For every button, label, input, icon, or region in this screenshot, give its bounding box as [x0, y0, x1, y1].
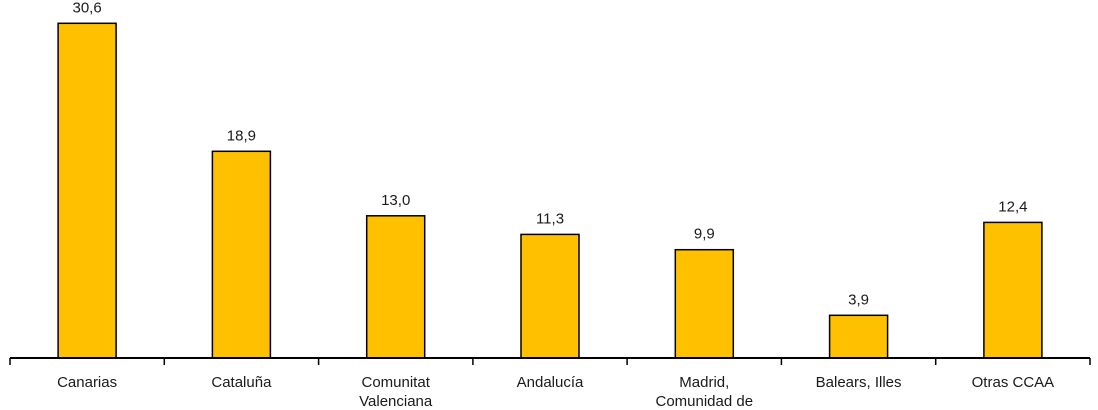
bar-4	[674, 248, 735, 359]
bars-group	[57, 22, 1043, 359]
bar-6	[983, 221, 1043, 359]
bar-0	[57, 22, 117, 359]
category-label-1: Cataluña	[211, 374, 272, 391]
category-label-2-line-0: Comunitat	[362, 374, 431, 391]
category-label-3: Andalucía	[517, 374, 584, 391]
bar-5	[828, 314, 889, 359]
category-label-4-line-0: Madrid,	[679, 374, 729, 391]
value-label-6: 12,4	[998, 198, 1027, 215]
category-label-6-line-0: Otras CCAA	[972, 374, 1055, 391]
value-label-3: 11,3	[536, 210, 564, 227]
category-label-5: Balears, Illes	[816, 374, 902, 391]
category-label-3-line-0: Andalucía	[517, 374, 584, 391]
category-label-4: Madrid, Comunidad de	[656, 374, 754, 410]
category-label-2: Comunitat Valenciana	[359, 374, 433, 410]
category-label-6: Otras CCAA	[972, 374, 1055, 391]
value-labels-group: 30,6 18,9 13,0 11,3 9,9 3,9 12,4	[72, 0, 1027, 308]
category-label-0-line-0: Canarias	[57, 374, 117, 391]
category-label-4-line-1: Comunidad de	[656, 393, 754, 410]
bar-3	[520, 233, 580, 359]
category-label-1-line-0: Cataluña	[211, 374, 272, 391]
category-labels-group: Canarias Cataluña Comunitat Valenciana Andal…	[57, 374, 1054, 410]
bar-1	[211, 150, 272, 359]
value-label-1: 18,9	[227, 127, 256, 144]
value-label-2: 13,0	[381, 192, 410, 209]
x-axis-ticks-group	[9, 358, 1091, 365]
bar-2	[365, 215, 426, 359]
value-label-4: 9,9	[694, 226, 715, 243]
category-label-5-line-0: Balears, Illes	[816, 374, 902, 391]
category-label-0: Canarias	[57, 374, 117, 391]
value-label-0: 30,6	[72, 0, 101, 16]
category-label-2-line-1: Valenciana	[359, 393, 433, 410]
value-label-5: 3,9	[848, 291, 869, 308]
